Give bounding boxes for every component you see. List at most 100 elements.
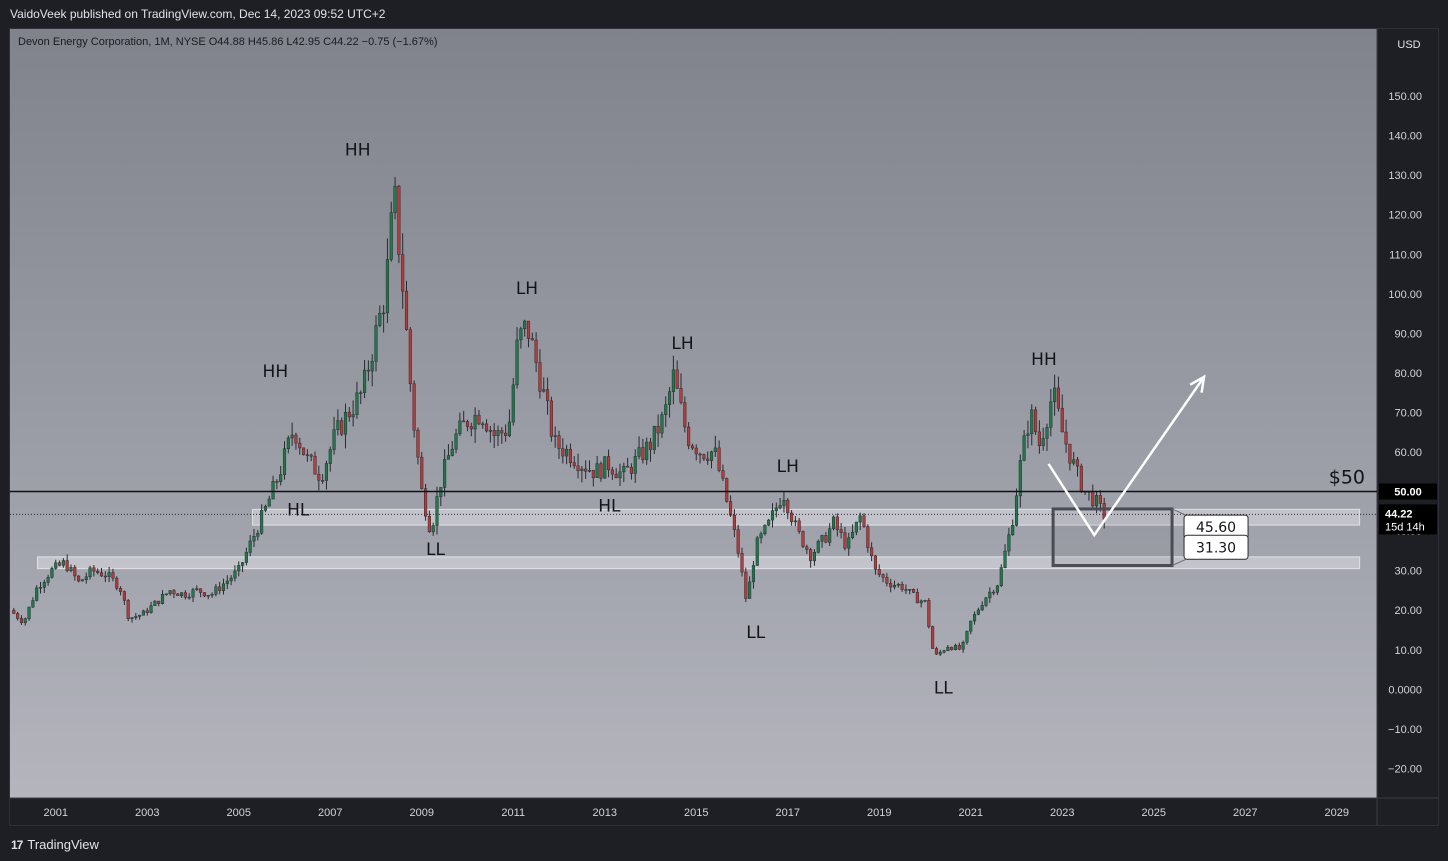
candle (690, 445, 694, 449)
candle (965, 630, 969, 643)
axis-badge-50-text: 50.00 (1394, 487, 1422, 499)
candle (492, 430, 496, 437)
candle (1037, 431, 1041, 446)
x-tick-label: 2017 (776, 807, 800, 819)
candle (942, 650, 946, 653)
candle (138, 614, 142, 617)
pivot-label: HH (345, 140, 371, 160)
candle (260, 510, 264, 534)
candle (519, 328, 523, 341)
candle (263, 506, 267, 511)
candle (622, 465, 626, 473)
candle (515, 339, 519, 386)
candle (1003, 550, 1007, 568)
price-chart[interactable]: 150.00 140.00 130.00 120.00 110.00 100.00 90.0… (10, 29, 1439, 826)
candle (873, 555, 877, 570)
footer: 17 TradingView (0, 827, 1448, 861)
candle (1022, 435, 1026, 461)
candle (31, 600, 35, 608)
candle (286, 437, 290, 450)
support-zone (251, 508, 1361, 526)
candle (549, 400, 553, 437)
candle (900, 583, 904, 590)
plot-area: HH HH HL LL LH HL LH LH LL LL HH $50 45.60 31.30 (10, 140, 1377, 698)
candle (485, 423, 489, 432)
candle (427, 515, 431, 533)
countdown-text: 15d 14h (1385, 521, 1425, 533)
candle (969, 620, 973, 632)
candle (755, 537, 759, 566)
candle (870, 547, 874, 557)
candle (809, 549, 813, 562)
y-tick-label: 150.00 (1388, 91, 1422, 103)
candle (256, 533, 260, 537)
candle (393, 185, 397, 214)
candle (1072, 459, 1076, 464)
candle (683, 402, 687, 428)
currency-button[interactable]: USD (1384, 33, 1434, 57)
candle (465, 421, 470, 427)
candle (797, 520, 801, 532)
candle (229, 577, 233, 582)
candle (481, 423, 485, 426)
candle (851, 531, 855, 539)
candle (134, 616, 138, 618)
candle (687, 426, 691, 447)
chart-panel[interactable]: 150.00 140.00 130.00 120.00 110.00 100.00 90.0… (9, 28, 1439, 826)
candle (629, 466, 633, 474)
candle (504, 432, 508, 436)
candle (496, 430, 500, 437)
pivot-label: LH (777, 457, 799, 477)
candle (477, 414, 481, 425)
candle (656, 425, 660, 434)
candle (275, 481, 279, 483)
candle (565, 448, 569, 457)
level-callout-text: 45.60 (1196, 520, 1236, 536)
candle (957, 645, 961, 650)
candle (763, 524, 767, 535)
candle (180, 592, 184, 597)
callout-leader (1171, 558, 1187, 566)
candle (221, 583, 226, 591)
candle (648, 441, 653, 450)
y-tick-label: 0.0000 (1388, 684, 1422, 696)
x-tick-label: 2021 (959, 807, 983, 819)
candle (1014, 495, 1019, 526)
candle (530, 338, 534, 341)
candle (450, 448, 454, 456)
tradingview-logo[interactable]: 17 TradingView (11, 837, 99, 852)
candle (1075, 459, 1080, 467)
candle (115, 577, 119, 589)
level-callout-text: 31.30 (1196, 540, 1236, 556)
candle (595, 463, 599, 478)
candle (80, 579, 84, 582)
candle (35, 587, 39, 601)
candle (1034, 409, 1038, 433)
candle (854, 521, 858, 533)
candle (786, 499, 790, 514)
level-callout (1183, 534, 1249, 560)
candle (141, 610, 145, 616)
candle (950, 646, 954, 650)
candle (130, 617, 134, 619)
candle (511, 384, 515, 423)
candle (709, 451, 714, 461)
candle (885, 576, 889, 584)
candle (168, 590, 172, 595)
projection-arrowhead (1189, 374, 1206, 393)
candle (340, 420, 344, 435)
candle (587, 470, 592, 472)
candle (42, 582, 46, 588)
candle (904, 589, 908, 591)
candle (119, 588, 123, 592)
candle (12, 609, 16, 614)
candle (847, 537, 851, 549)
candle (778, 505, 782, 509)
axis-badge-current (1379, 504, 1437, 535)
candle (713, 447, 717, 453)
candle (599, 463, 603, 479)
candle (488, 430, 492, 432)
candle (237, 565, 241, 572)
candle (603, 456, 607, 479)
current-price-text: 44.22 (1385, 508, 1413, 520)
